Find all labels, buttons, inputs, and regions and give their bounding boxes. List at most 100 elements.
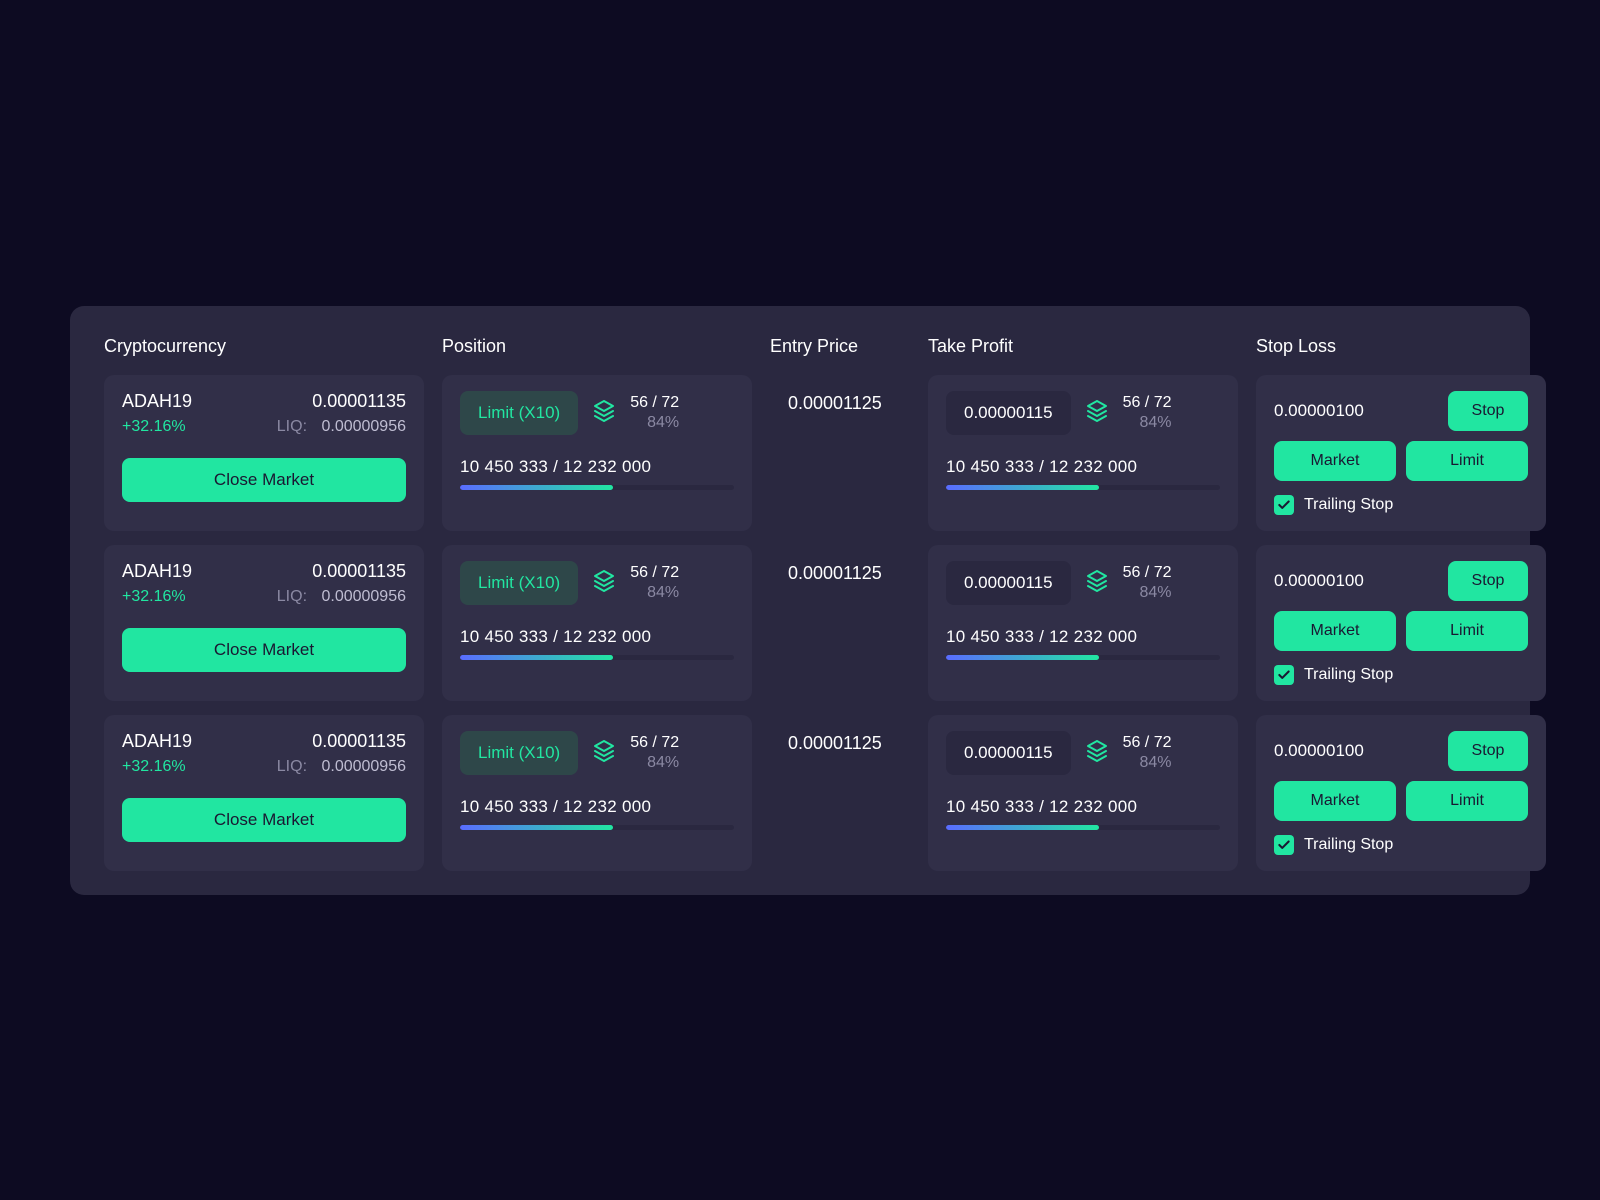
cryptocurrency-cell: ADAH19 0.00001135 +32.16% LIQ: 0.0000095… [104,715,424,871]
position-ratio-value: 56 / 72 [630,393,679,413]
market-button[interactable]: Market [1274,781,1396,821]
take-profit-ratio: 56 / 72 84% [1123,563,1172,603]
header-cryptocurrency: Cryptocurrency [104,336,424,357]
position-amount: 10 450 333 / 12 232 000 [460,627,734,647]
table-headers: Cryptocurrency Position Entry Price Take… [104,336,1496,357]
position-limit-pill[interactable]: Limit (X10) [460,391,578,435]
header-entry-price: Entry Price [770,336,910,357]
limit-button[interactable]: Limit [1406,611,1528,651]
liq-label: LIQ: [277,418,307,435]
table-row: ADAH19 0.00001135 +32.16% LIQ: 0.0000095… [104,375,1496,531]
take-profit-cell: 0.00000115 56 / 72 84% 10 450 333 / 12 2… [928,545,1238,701]
layers-icon [592,398,616,427]
table-row: ADAH19 0.00001135 +32.16% LIQ: 0.0000095… [104,545,1496,701]
position-ratio: 56 / 72 84% [630,393,679,433]
take-profit-value-pill[interactable]: 0.00000115 [946,391,1071,435]
liq-label: LIQ: [277,758,307,775]
stop-loss-cell: 0.00000100 Stop Market Limit Trailing St… [1256,375,1546,531]
close-market-button[interactable]: Close Market [122,798,406,842]
take-profit-amount: 10 450 333 / 12 232 000 [946,627,1220,647]
cryptocurrency-cell: ADAH19 0.00001135 +32.16% LIQ: 0.0000095… [104,545,424,701]
entry-price-cell: 0.00001125 [770,545,910,701]
limit-button[interactable]: Limit [1406,441,1528,481]
change-percent: +32.16% [122,588,186,606]
entry-price-cell: 0.00001125 [770,375,910,531]
take-profit-ratio-pct: 84% [1123,583,1172,603]
position-progress [460,485,734,490]
header-position: Position [442,336,752,357]
price: 0.00001135 [312,561,406,582]
market-button[interactable]: Market [1274,441,1396,481]
take-profit-amount: 10 450 333 / 12 232 000 [946,797,1220,817]
take-profit-ratio-value: 56 / 72 [1123,563,1172,583]
position-ratio-pct: 84% [630,413,679,433]
take-profit-value-pill[interactable]: 0.00000115 [946,731,1071,775]
stop-loss-cell: 0.00000100 Stop Market Limit Trailing St… [1256,545,1546,701]
position-ratio-pct: 84% [630,753,679,773]
position-amount: 10 450 333 / 12 232 000 [460,457,734,477]
position-ratio-value: 56 / 72 [630,733,679,753]
symbol: ADAH19 [122,391,192,412]
trailing-stop-label: Trailing Stop [1304,496,1393,514]
entry-price-value: 0.00001125 [788,393,892,414]
symbol: ADAH19 [122,561,192,582]
take-profit-cell: 0.00000115 56 / 72 84% 10 450 333 / 12 2… [928,715,1238,871]
trailing-stop-checkbox[interactable] [1274,835,1294,855]
entry-price-value: 0.00001125 [788,733,892,754]
symbol: ADAH19 [122,731,192,752]
price: 0.00001135 [312,731,406,752]
close-market-button[interactable]: Close Market [122,458,406,502]
position-ratio-pct: 84% [630,583,679,603]
price: 0.00001135 [312,391,406,412]
close-market-button[interactable]: Close Market [122,628,406,672]
positions-panel: Cryptocurrency Position Entry Price Take… [70,306,1530,895]
liq-label: LIQ: [277,588,307,605]
position-cell: Limit (X10) 56 / 72 84% 10 450 333 / 12 … [442,715,752,871]
position-ratio: 56 / 72 84% [630,733,679,773]
header-take-profit: Take Profit [928,336,1238,357]
entry-price-cell: 0.00001125 [770,715,910,871]
position-amount: 10 450 333 / 12 232 000 [460,797,734,817]
change-percent: +32.16% [122,758,186,776]
cryptocurrency-cell: ADAH19 0.00001135 +32.16% LIQ: 0.0000095… [104,375,424,531]
layers-icon [1085,568,1109,597]
trailing-stop-checkbox[interactable] [1274,665,1294,685]
trailing-stop-label: Trailing Stop [1304,666,1393,684]
position-ratio-value: 56 / 72 [630,563,679,583]
header-stop-loss: Stop Loss [1256,336,1546,357]
take-profit-value-pill[interactable]: 0.00000115 [946,561,1071,605]
stop-button[interactable]: Stop [1448,561,1528,601]
trailing-stop-checkbox[interactable] [1274,495,1294,515]
layers-icon [592,568,616,597]
liq-value: 0.00000956 [321,758,406,775]
position-limit-pill[interactable]: Limit (X10) [460,561,578,605]
market-button[interactable]: Market [1274,611,1396,651]
table-row: ADAH19 0.00001135 +32.16% LIQ: 0.0000095… [104,715,1496,871]
take-profit-ratio: 56 / 72 84% [1123,393,1172,433]
layers-icon [1085,738,1109,767]
change-percent: +32.16% [122,418,186,436]
position-cell: Limit (X10) 56 / 72 84% 10 450 333 / 12 … [442,375,752,531]
take-profit-ratio-pct: 84% [1123,753,1172,773]
take-profit-progress [946,825,1220,830]
stop-loss-value: 0.00000100 [1274,741,1438,761]
take-profit-ratio-value: 56 / 72 [1123,733,1172,753]
position-ratio: 56 / 72 84% [630,563,679,603]
stop-loss-value: 0.00000100 [1274,571,1438,591]
stop-loss-value: 0.00000100 [1274,401,1438,421]
position-limit-pill[interactable]: Limit (X10) [460,731,578,775]
liq-value: 0.00000956 [321,418,406,435]
take-profit-cell: 0.00000115 56 / 72 84% 10 450 333 / 12 2… [928,375,1238,531]
stop-loss-cell: 0.00000100 Stop Market Limit Trailing St… [1256,715,1546,871]
stop-button[interactable]: Stop [1448,731,1528,771]
liq-value: 0.00000956 [321,588,406,605]
take-profit-progress [946,485,1220,490]
layers-icon [592,738,616,767]
take-profit-progress [946,655,1220,660]
stop-button[interactable]: Stop [1448,391,1528,431]
take-profit-ratio-value: 56 / 72 [1123,393,1172,413]
take-profit-ratio-pct: 84% [1123,413,1172,433]
layers-icon [1085,398,1109,427]
limit-button[interactable]: Limit [1406,781,1528,821]
position-cell: Limit (X10) 56 / 72 84% 10 450 333 / 12 … [442,545,752,701]
